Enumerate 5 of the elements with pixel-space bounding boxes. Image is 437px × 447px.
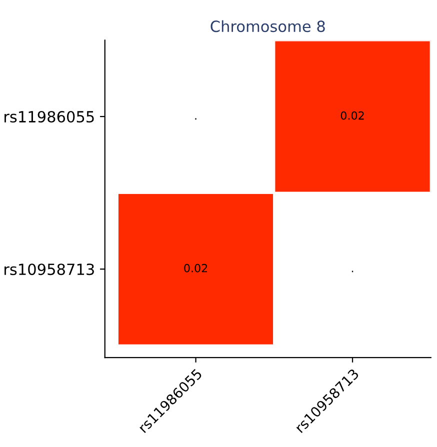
data-label: 0.02 xyxy=(184,264,208,272)
text: . xyxy=(195,118,196,120)
data-label: 0.02 xyxy=(340,111,364,120)
text: . xyxy=(352,270,354,272)
chart-title: Chromosome 8 xyxy=(210,20,325,32)
